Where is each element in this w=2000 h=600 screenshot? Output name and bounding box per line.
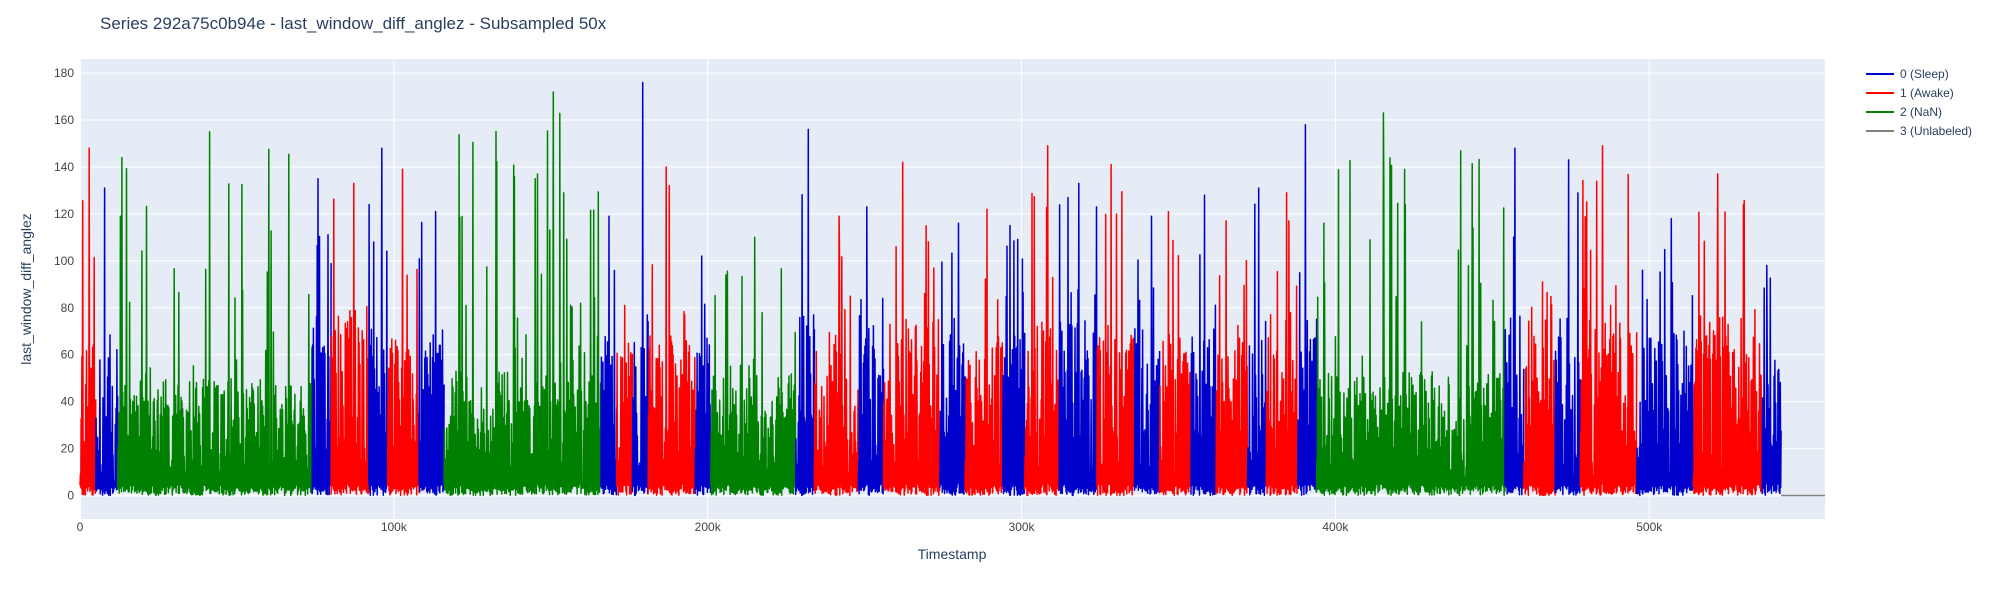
series-segment-sleep-17[interactable] <box>857 206 885 497</box>
x-tick-label-5: 500k <box>1636 520 1663 534</box>
series-segment-awake-28[interactable] <box>1215 220 1249 497</box>
series-segment-awake-10[interactable] <box>615 304 634 496</box>
x-tick-label-0: 0 <box>77 520 84 534</box>
series-segment-sleep-19[interactable] <box>939 222 966 496</box>
series-segment-awake-12[interactable] <box>647 166 696 497</box>
x-tick-label-4: 400k <box>1322 520 1349 534</box>
series-segment-sleep-29[interactable] <box>1246 187 1268 497</box>
series-segment-sleep-3[interactable] <box>311 177 332 496</box>
series-segment-awake-22[interactable] <box>1023 145 1060 497</box>
series-segment-sleep-33[interactable] <box>1504 147 1525 496</box>
legend-label-nan[interactable]: 2 (NaN) <box>1900 105 1942 119</box>
series-segment-awake-36[interactable] <box>1579 145 1638 497</box>
series-segment-awake-6[interactable] <box>386 168 420 497</box>
series-layer <box>79 81 1826 497</box>
series-segment-sleep-13[interactable] <box>694 255 712 496</box>
y-tick-label-7: 140 <box>54 160 74 174</box>
ticks: 0 20 40 60 80 100 120 140 160 180 0 100k 200k 300k 400… <box>54 66 1663 534</box>
series-segment-sleep-7[interactable] <box>418 210 445 496</box>
legend-label-sleep[interactable]: 0 (Sleep) <box>1900 67 1949 81</box>
y-tick-label-8: 160 <box>54 113 74 127</box>
x-axis-title: Timestamp <box>918 546 987 562</box>
series-segment-sleep-9[interactable] <box>600 215 618 496</box>
series-segment-sleep-11[interactable] <box>631 81 649 497</box>
legend-label-unlabeled[interactable]: 3 (Unlabeled) <box>1900 124 1972 138</box>
series-segment-awake-34[interactable] <box>1522 281 1556 497</box>
series-segment-awake-0[interactable] <box>79 147 97 496</box>
series-segment-awake-38[interactable] <box>1692 173 1763 496</box>
x-tick-label-3: 300k <box>1009 520 1036 534</box>
y-tick-label-6: 120 <box>54 207 74 221</box>
series-segment-awake-16[interactable] <box>813 215 860 497</box>
y-tick-label-1: 20 <box>61 442 75 456</box>
series-segment-nan-14[interactable] <box>710 236 797 496</box>
series-segment-awake-24[interactable] <box>1096 163 1136 497</box>
y-axis-title: last_window_diff_anglez <box>18 213 34 365</box>
y-tick-label-3: 60 <box>61 348 75 362</box>
series-segment-awake-4[interactable] <box>330 182 370 496</box>
series-segment-sleep-1[interactable] <box>94 187 119 497</box>
series-segment-sleep-31[interactable] <box>1296 123 1318 497</box>
x-tick-label-1: 100k <box>381 520 408 534</box>
chart-title: Series 292a75c0b94e - last_window_diff_a… <box>100 14 607 33</box>
series-segment-sleep-27[interactable] <box>1190 194 1217 497</box>
series-segment-sleep-5[interactable] <box>367 147 389 497</box>
series-segment-sleep-15[interactable] <box>794 128 816 497</box>
y-tick-label-4: 80 <box>61 301 75 315</box>
series-segment-sleep-37[interactable] <box>1635 217 1694 497</box>
y-tick-label-5: 100 <box>54 254 74 268</box>
y-tick-label-2: 40 <box>61 395 75 409</box>
series-segment-sleep-25[interactable] <box>1133 215 1161 495</box>
series-segment-sleep-39[interactable] <box>1761 264 1782 497</box>
series-segment-nan-8[interactable] <box>443 91 602 497</box>
legend: 0 (Sleep) 1 (Awake) 2 (NaN) 3 (Unlabeled) <box>1866 67 1972 138</box>
series-segment-sleep-35[interactable] <box>1554 159 1581 496</box>
series-segment-nan-32[interactable] <box>1315 112 1506 497</box>
y-tick-label-9: 180 <box>54 66 74 80</box>
series-segment-nan-2[interactable] <box>116 131 313 497</box>
x-tick-label-2: 200k <box>695 520 722 534</box>
series-segment-sleep-21[interactable] <box>1001 224 1026 497</box>
series-segment-awake-30[interactable] <box>1265 192 1299 497</box>
series-segment-awake-26[interactable] <box>1158 210 1192 497</box>
legend-label-awake[interactable]: 1 (Awake) <box>1900 86 1954 100</box>
series-segment-sleep-23[interactable] <box>1058 182 1098 497</box>
series-segment-awake-18[interactable] <box>882 161 941 497</box>
series-segment-awake-20[interactable] <box>964 208 1004 497</box>
y-tick-label-0: 0 <box>67 489 74 503</box>
